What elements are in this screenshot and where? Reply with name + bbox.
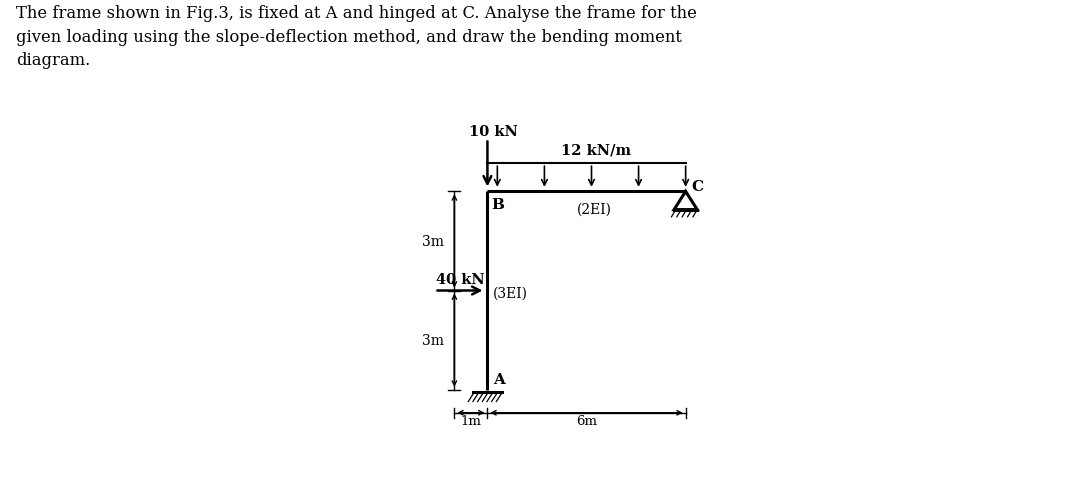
- Text: 10 kN: 10 kN: [469, 124, 518, 138]
- Text: 1m: 1m: [460, 414, 482, 427]
- Text: 40 kN: 40 kN: [436, 273, 485, 287]
- Text: (3EI): (3EI): [494, 287, 528, 301]
- Text: A: A: [494, 373, 505, 387]
- Text: The frame shown in Fig.3, is fixed at A and hinged at C. Analyse the frame for t: The frame shown in Fig.3, is fixed at A …: [16, 5, 697, 69]
- Text: (2EI): (2EI): [577, 202, 611, 216]
- Text: C: C: [691, 179, 704, 193]
- Text: 12 kN/m: 12 kN/m: [562, 143, 632, 157]
- Text: 3m: 3m: [422, 234, 444, 248]
- Text: 6m: 6m: [576, 414, 597, 427]
- Text: 3m: 3m: [422, 333, 444, 347]
- Text: B: B: [491, 197, 504, 211]
